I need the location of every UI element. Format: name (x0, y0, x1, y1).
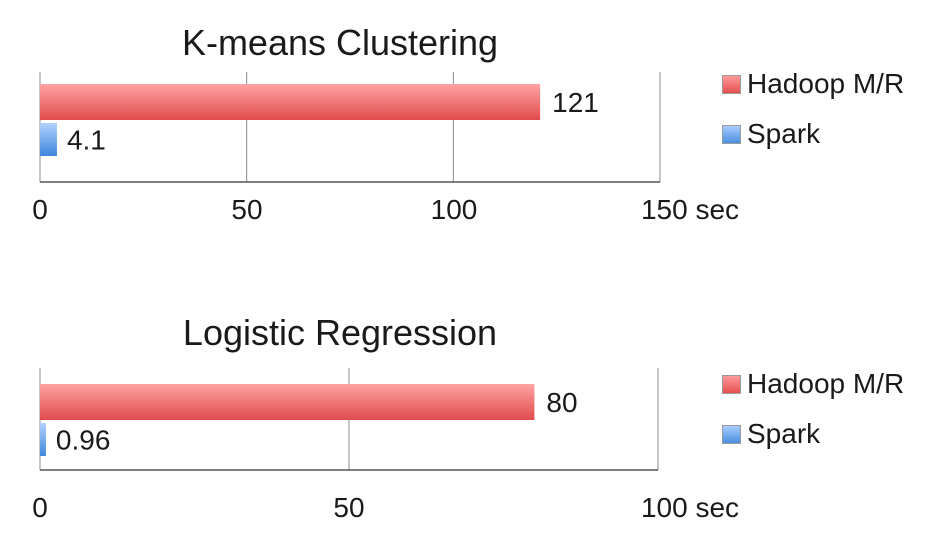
x-tick-value: 150 (640, 194, 688, 225)
legend-swatch-hadoop (722, 374, 741, 394)
chart-title: Logistic Regression (182, 312, 498, 353)
legend-label: Hadoop M/R (747, 368, 905, 399)
legend-item-hadoop: Hadoop M/R (722, 68, 904, 100)
legend-swatch-spark (722, 424, 741, 444)
legend-label: Spark (747, 418, 821, 449)
plot-area: 121 4.1 (39, 72, 661, 183)
legend-label: Spark (747, 118, 821, 149)
legend-item-hadoop: Hadoop M/R (722, 368, 904, 400)
x-tick-label: 100 (430, 194, 478, 225)
x-tick-label: 100 sec (641, 492, 739, 524)
x-tick-label: 50 (333, 492, 365, 523)
bar-spark (40, 423, 46, 456)
x-tick-label: 50 (231, 194, 263, 225)
legend-label: Hadoop M/R (747, 68, 905, 99)
x-unit-label: sec (695, 194, 740, 225)
x-tick-label: 150 sec (641, 194, 739, 226)
data-label: 121 (552, 87, 599, 118)
bar-hadoop (40, 384, 535, 420)
x-tick-label: 0 (32, 194, 48, 225)
bar-hadoop (40, 84, 541, 120)
data-label: 80 (546, 387, 577, 418)
x-tick-label: 0 (32, 492, 48, 523)
x-tick-value: 100 (640, 492, 688, 523)
bar-spark (40, 123, 57, 156)
legend-swatch-spark (722, 124, 741, 144)
chart-kmeans: K-means Clustering 121 4.1 0 50 100 150 s… (0, 0, 949, 260)
legend-swatch-hadoop (722, 74, 741, 94)
plot-area: 800.96 (39, 368, 659, 471)
data-label: 0.96 (56, 425, 111, 456)
legend-item-spark: Spark (722, 118, 820, 150)
legend-item-spark: Spark (722, 418, 820, 450)
chart-logistic-regression: Logistic Regression 80 0.96 0 50 100 sec … (0, 290, 949, 534)
data-label: 4.1 (67, 125, 106, 156)
chart-title: K-means Clustering (181, 22, 499, 63)
x-unit-label: sec (695, 492, 740, 523)
